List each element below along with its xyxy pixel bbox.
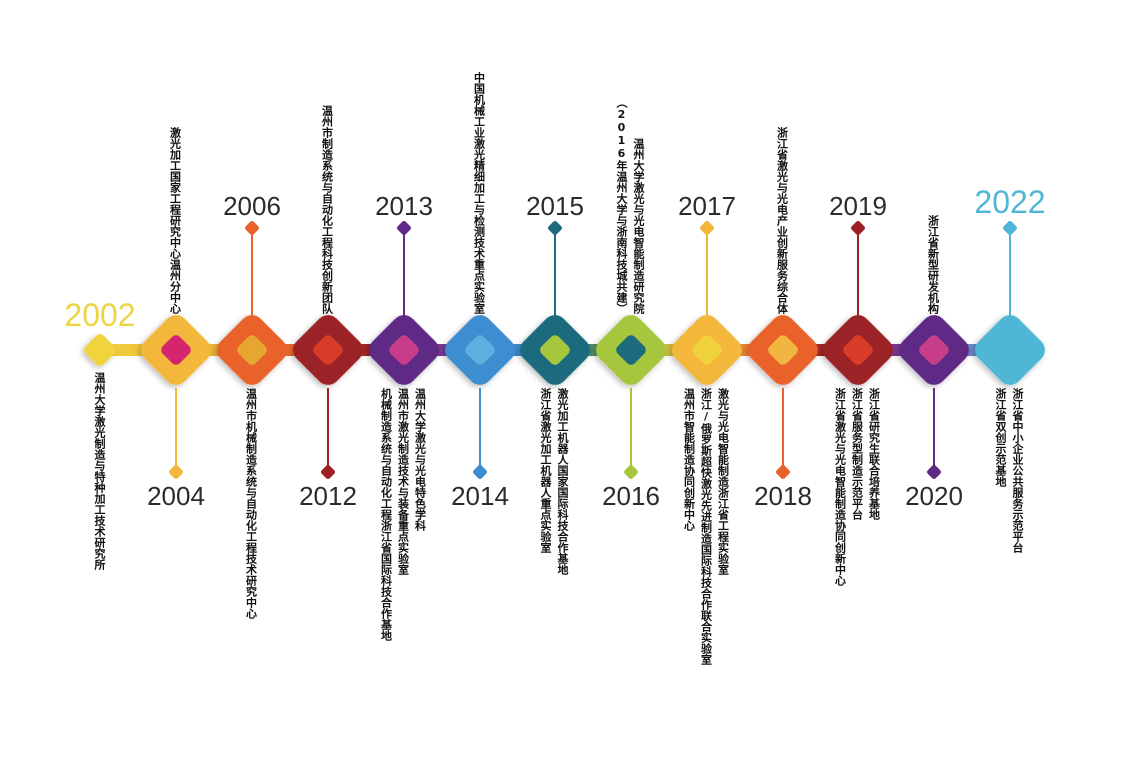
milestone-text-2015: 激光加工机器人国家国际科技合作基地	[556, 388, 569, 575]
milestone-text-2022: 浙江省中小企业公共服务示范平台	[1011, 388, 1024, 553]
milestone-text-2012: 温州市制造系统与自动化工程科技创新团队	[320, 105, 334, 314]
milestone-text-2022: 浙江省双创示范基地	[994, 388, 1007, 487]
year-label-2002: 2002	[64, 297, 136, 333]
stem-marker-2014	[473, 465, 487, 479]
year-label-2012: 2012	[299, 481, 357, 511]
milestone-dot-2018	[768, 335, 798, 365]
stem-marker-2019	[851, 221, 865, 235]
milestone-dot-2012	[313, 335, 343, 365]
milestone-text-2002: 温州大学激光制造与特种加工技术研究所	[93, 372, 106, 570]
stem-marker-2018	[776, 465, 790, 479]
stem-marker-2015	[548, 221, 562, 235]
milestone-text-2019: 浙江省激光与光电智能制造协同创新中心	[833, 388, 847, 586]
milestone-dot-2016	[616, 335, 646, 365]
milestone-text-2016: （2016年温州大学与浙南科技城共建）	[615, 97, 628, 314]
year-label-2014: 2014	[451, 481, 509, 511]
milestone-text-2017: 浙江/俄罗斯超快激光先进制造国际科技合作联合实验室	[699, 388, 713, 665]
milestone-dot-2013	[389, 335, 419, 365]
stem-marker-2006	[245, 221, 259, 235]
stem-marker-2013	[397, 221, 411, 235]
milestone-text-2006: 温州市机械制造系统与自动化工程技术研究中心	[244, 388, 258, 619]
milestone-dot-2017	[692, 335, 722, 365]
milestone-diamond-2002	[84, 334, 116, 366]
year-label-2019: 2019	[829, 191, 887, 221]
stem-marker-2004	[169, 465, 183, 479]
year-label-2004: 2004	[147, 481, 205, 511]
year-label-2006: 2006	[223, 191, 281, 221]
year-label-2017: 2017	[678, 191, 736, 221]
milestone-text-2013: 温州大学激光与光电特色学科	[413, 388, 427, 531]
milestone-text-2017: 激光与光电智能制造浙江省工程实验室	[716, 388, 730, 575]
year-label-2020: 2020	[905, 481, 963, 511]
milestone-text-2014: 中国机械工业激光精细加工与检测技术重点实验室	[472, 72, 486, 314]
milestone-dot-2015	[540, 335, 570, 365]
milestone-text-2020: 浙江省新型研发机构	[926, 215, 940, 314]
milestone-text-2013: 机械制造系统与自动化工程浙江省国际科技合作基地	[379, 388, 393, 641]
milestone-text-2017: 温州市智能制造协同创新中心	[682, 388, 696, 531]
milestone-text-2018: 浙江省激光与光电产业创新服务综合体	[775, 127, 789, 314]
year-label-2022: 2022	[974, 184, 1046, 220]
milestone-text-2019: 浙江省服务型制造示范平台	[850, 388, 864, 520]
milestone-diamond-2022	[975, 315, 1045, 385]
milestone-dot-2014	[465, 335, 495, 365]
milestone-text-2013: 温州市激光制造技术与装备重点实验室	[396, 388, 410, 575]
milestone-text-2016: 温州大学激光与光电智能制造研究院	[632, 138, 645, 314]
milestone-dot-2004	[161, 335, 191, 365]
year-label-2013: 2013	[375, 191, 433, 221]
year-label-2018: 2018	[754, 481, 812, 511]
stem-marker-2020	[927, 465, 941, 479]
milestone-text-2019: 浙江省研究生联合培养基地	[867, 388, 881, 520]
stem-marker-2017	[700, 221, 714, 235]
year-label-2015: 2015	[526, 191, 584, 221]
milestone-dot-2019	[843, 335, 873, 365]
milestone-text-2015: 浙江省激光加工机器人重点实验室	[539, 388, 552, 553]
stem-marker-2016	[624, 465, 638, 479]
milestone-text-2004: 激光加工国家工程研究中心温州分中心	[168, 127, 182, 314]
stem-marker-2022	[1003, 221, 1017, 235]
stem-marker-2012	[321, 465, 335, 479]
milestone-dot-2020	[919, 335, 949, 365]
year-label-2016: 2016	[602, 481, 660, 511]
milestone-dot-2006	[237, 335, 267, 365]
